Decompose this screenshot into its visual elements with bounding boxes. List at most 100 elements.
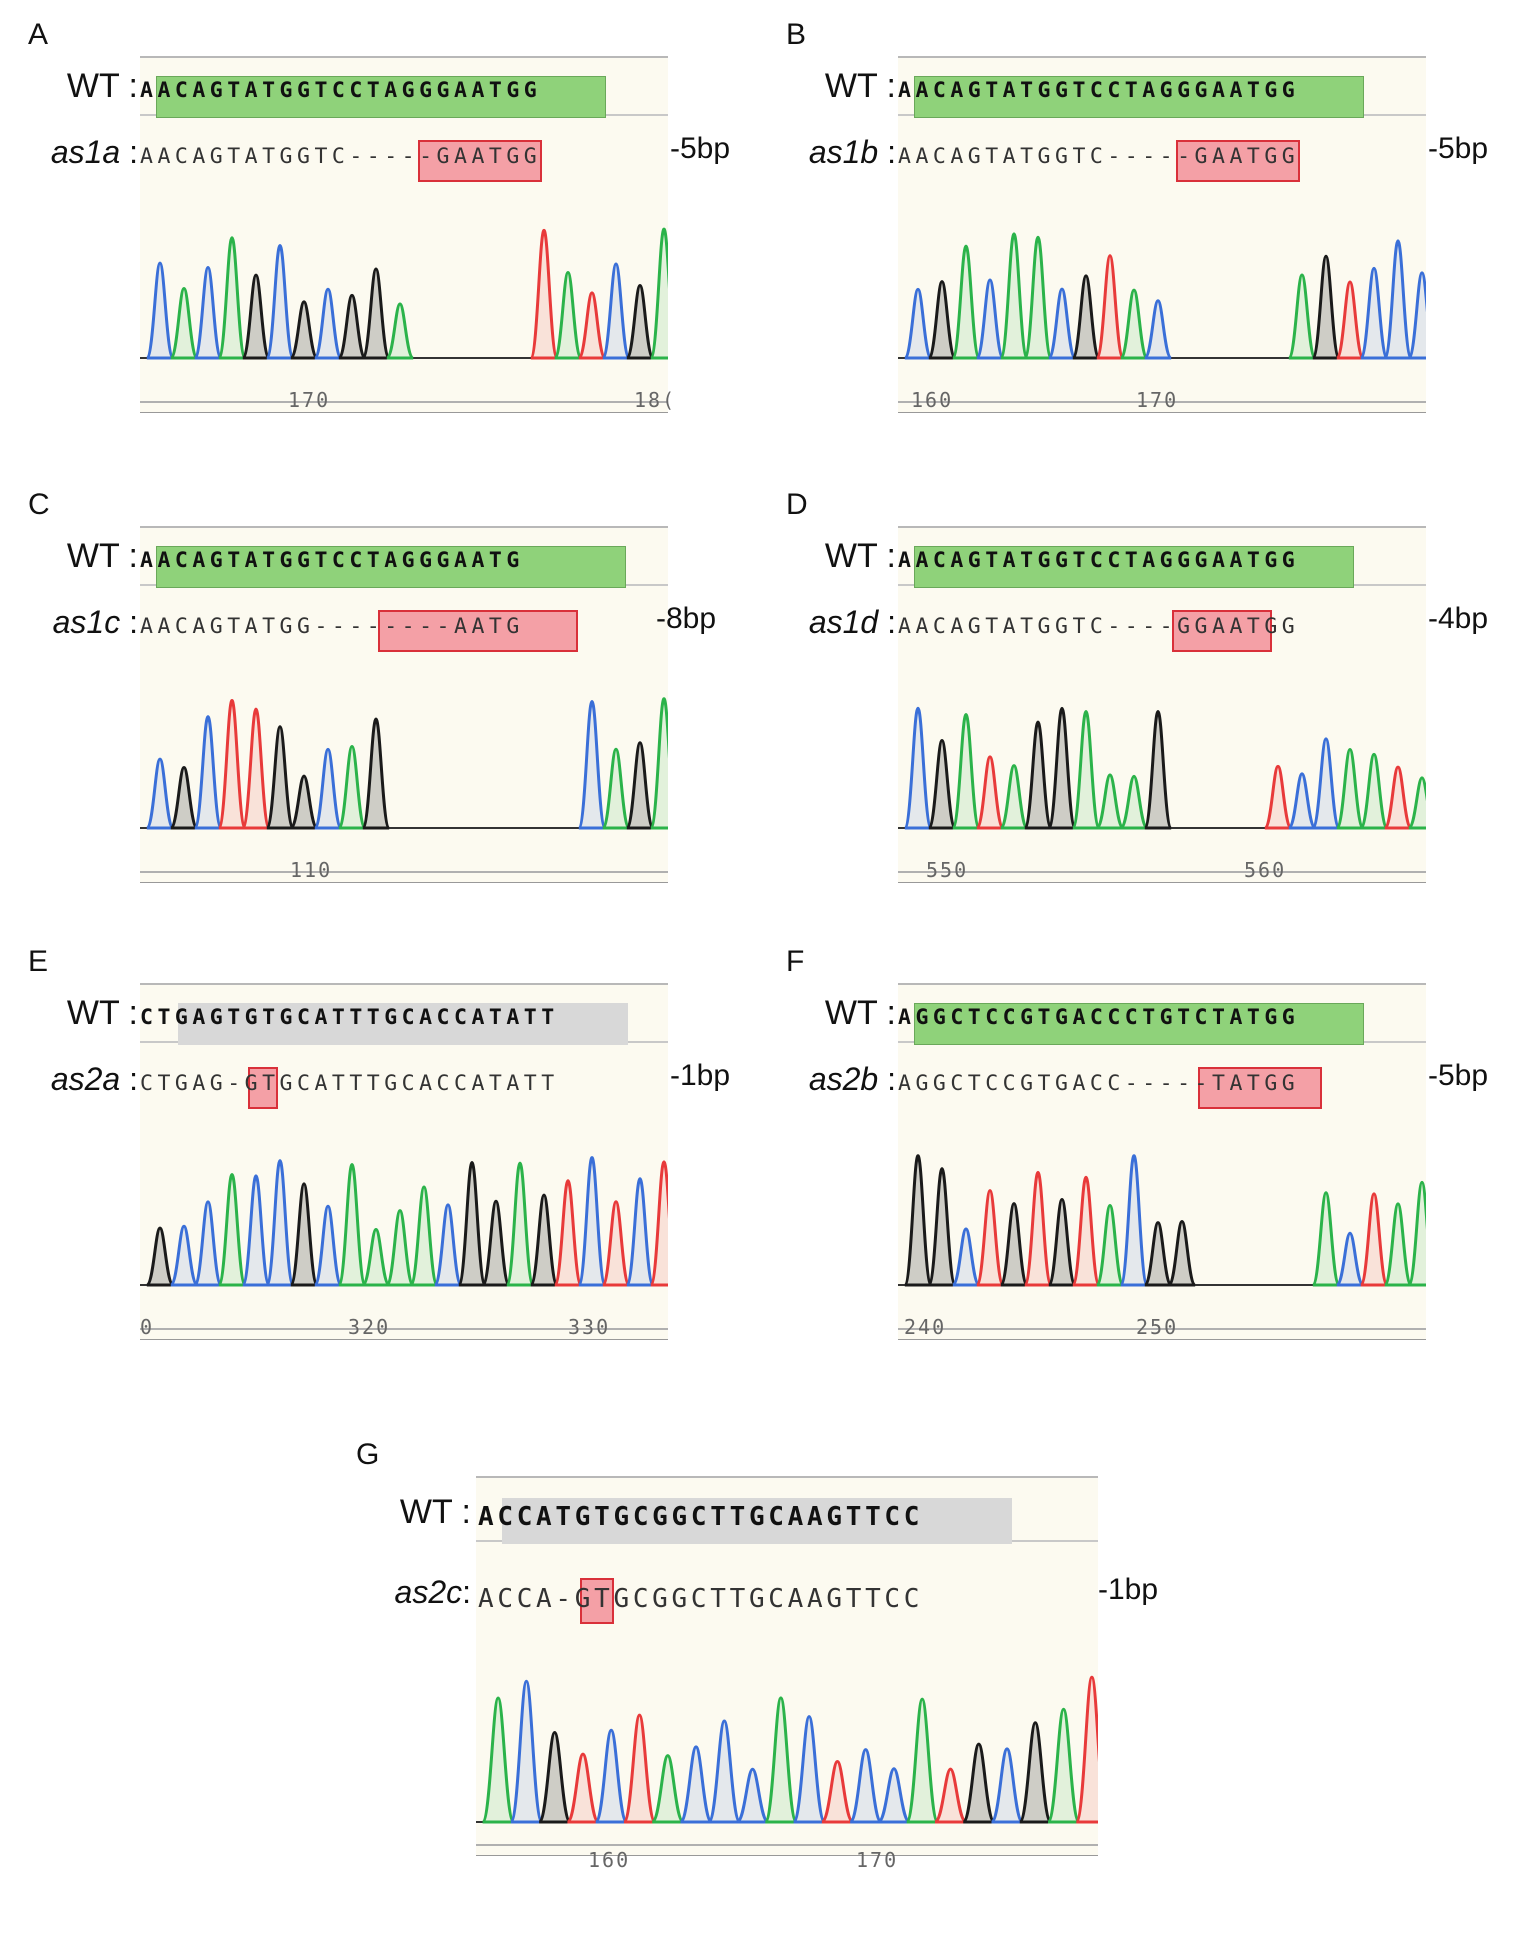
chromatogram-peak: [145, 757, 175, 830]
chromatogram-peak: [1335, 748, 1365, 830]
chromatogram-peak: [1143, 299, 1173, 360]
chromatogram-peak: [457, 1161, 487, 1287]
deletion-size: -5bp: [1428, 1059, 1489, 1092]
chromatogram-peak: [1311, 737, 1341, 830]
chromatogram-peak: [577, 1156, 607, 1287]
position-tick: 550: [926, 858, 969, 882]
chromatogram-peak: [1263, 764, 1293, 830]
chromatogram-peak: [553, 1179, 583, 1287]
chromatogram-peak: [385, 1209, 415, 1287]
chromatogram-peak: [736, 1767, 770, 1824]
mutant-sequence: CTGAG-GTGCATTTGCACCATATT: [140, 1071, 559, 1096]
chromatogram-peak: [975, 755, 1005, 830]
deletion-box: [1198, 1067, 1322, 1109]
chromatogram-peak: [1287, 772, 1317, 830]
chromatogram-peak: [241, 1174, 271, 1287]
panel-a: A WT : AACAGTATGGTCCTAGGGAATGG as1a : AA…: [28, 18, 730, 468]
chromatogram-peak: [529, 228, 559, 360]
chromatogram-peak: [337, 745, 367, 830]
deletion-box: [580, 1578, 614, 1624]
wt-sequence: ACCATGTGCGGCTTGCAAGTTCC: [478, 1502, 924, 1532]
chromatogram-peak: [1074, 1675, 1098, 1824]
deletion-box: [248, 1067, 278, 1109]
chromatogram-peak: [169, 765, 199, 830]
chromatogram-peak: [601, 1200, 631, 1287]
chromatogram-peak: [1071, 274, 1101, 360]
chromatogram-peak: [999, 1202, 1029, 1287]
chromatogram-peak: [1018, 1721, 1053, 1824]
wt-sequence: AGGCTCCGTGACCCTGTCTATGG: [898, 1005, 1300, 1030]
chromatogram-peak: [601, 747, 631, 830]
chromatogram-peak: [1311, 254, 1341, 360]
deletion-size: -5bp: [1428, 132, 1489, 165]
chromatogram-peak: [1095, 773, 1125, 830]
mutant-sequence: ACCA-GTGCGGCTTGCAAGTTCC: [478, 1584, 924, 1614]
position-tick: 18(: [634, 388, 677, 412]
panel-letter: G: [356, 1438, 380, 1471]
mutant-sequence: AACAGTATGGTC-----GAATGG: [898, 144, 1300, 169]
mutant-label: as1d :: [808, 604, 896, 640]
chromatogram-peak: [594, 1728, 629, 1824]
target-highlight: [502, 1498, 1012, 1544]
chromatogram-peak: [1023, 235, 1053, 360]
chromatogram-peak: [193, 1200, 223, 1287]
position-tick: 0: [140, 1315, 155, 1339]
wt-label: WT :: [66, 67, 138, 105]
chromatogram-peak: [433, 1203, 463, 1287]
chromatogram: [140, 1156, 668, 1287]
wt-label: WT :: [399, 1493, 471, 1531]
chromatogram-peak: [361, 717, 391, 830]
panel-letter: A: [28, 18, 49, 51]
chromatogram-peak: [1023, 1170, 1053, 1287]
wt-label: WT :: [824, 67, 896, 105]
chromatogram-peak: [577, 291, 607, 360]
chromatogram-peak: [337, 293, 367, 360]
chromatogram-peak: [289, 300, 319, 360]
panel-d: D WT : AACAGTATGGTCCTAGGGAATGG as1d : AA…: [786, 488, 1488, 938]
chromatogram-peak: [313, 747, 343, 830]
chromatogram-peak: [649, 697, 668, 830]
position-tick: 330: [568, 1315, 611, 1339]
chromatogram-peak: [1095, 254, 1125, 360]
chromatogram-peak: [169, 286, 199, 360]
target-highlight: [914, 546, 1354, 588]
chromatogram: [140, 697, 668, 830]
chromatogram-peak: [1407, 271, 1426, 360]
chromatogram-peak: [265, 243, 295, 360]
chromatogram-peak: [1047, 706, 1077, 830]
chromatogram-peak: [1359, 752, 1389, 830]
chromatogram-peak: [792, 1715, 827, 1824]
target-highlight: [914, 1003, 1364, 1045]
chromatogram-peak: [1383, 765, 1413, 830]
chromatogram-peak: [1047, 287, 1077, 360]
chromatogram-peak: [145, 261, 175, 360]
chromatogram-peak: [990, 1747, 1025, 1824]
panel-e: E WT : CTGAGTGTGCATTTGCACCATATT as2a : C…: [28, 945, 730, 1395]
position-tick: 170: [288, 388, 331, 412]
mutant-label: as1c :: [52, 604, 138, 640]
panel-letter: D: [786, 488, 808, 521]
wt-label: WT :: [66, 537, 138, 575]
deletion-size: -1bp: [670, 1059, 731, 1092]
chromatogram-peak: [505, 1161, 535, 1287]
panel-letter: C: [28, 488, 50, 521]
chromatogram-peak: [649, 227, 668, 360]
chromatogram-peak: [1095, 1203, 1125, 1287]
chromatogram-peak: [217, 236, 247, 360]
position-tick: 110: [290, 858, 333, 882]
chromatogram-peak: [1335, 280, 1365, 360]
position-tick: 170: [856, 1848, 899, 1872]
wt-label: WT :: [824, 994, 896, 1032]
chromatogram-peak: [927, 280, 957, 360]
chromatogram: [898, 232, 1426, 360]
chromatogram-peak: [820, 1760, 855, 1824]
chromatogram-peak: [1335, 1231, 1365, 1287]
chromatogram-peak: [951, 244, 981, 360]
chromatogram-peak: [679, 1745, 714, 1824]
chromatogram-peak: [1023, 720, 1053, 830]
chromatogram: [898, 1154, 1426, 1287]
wt-sequence: AACAGTATGGTCCTAGGGAATGG: [140, 78, 542, 103]
mutant-sequence: AGGCTCCGTGACC-----TATGG: [898, 1071, 1300, 1096]
chromatogram-peak: [241, 273, 271, 360]
chromatogram-peak: [577, 699, 607, 830]
